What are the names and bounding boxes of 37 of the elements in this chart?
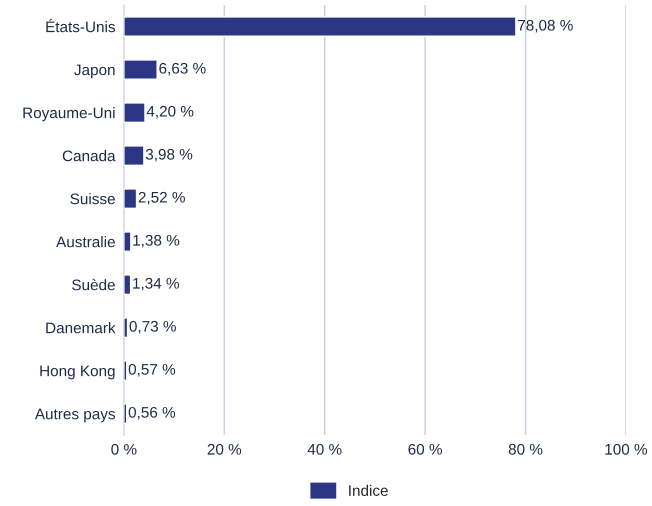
data-label: 78,08 % [518, 20, 573, 32]
x-tick-label: 40 % [308, 444, 342, 455]
data-label: 1,38 % [133, 234, 180, 248]
bar [124, 317, 128, 338]
bar [124, 16, 517, 37]
data-label: 1,34 % [133, 278, 180, 291]
x-tick-label: 20 % [208, 444, 242, 455]
y-tick-label: États-Unis [46, 18, 115, 32]
y-tick-label: Autres pays [34, 408, 115, 422]
y-tick-label: Suisse [70, 193, 115, 204]
bar [124, 145, 145, 166]
bar [124, 360, 128, 382]
x-tick-label: 100 % [605, 444, 648, 455]
y-tick-label: Hong Kong [40, 366, 115, 380]
legend-label: Indice [349, 484, 388, 496]
y-tick-label: Canada [62, 150, 116, 162]
bar [124, 59, 158, 80]
data-label: 2,52 % [138, 192, 185, 205]
data-label: 0,73 % [130, 320, 176, 334]
data-label: 4,20 % [146, 106, 194, 118]
y-tick-label: Danemark [46, 322, 116, 334]
data-label: 0,56 % [128, 406, 176, 420]
bar [124, 188, 138, 209]
bar [124, 102, 146, 123]
x-tick-label: 80 % [508, 444, 542, 455]
bar [124, 403, 128, 424]
y-tick-label: Japon [74, 64, 115, 78]
data-label: 0,57 % [128, 364, 176, 377]
bar [124, 231, 132, 252]
data-label: 3,98 % [146, 148, 192, 162]
x-tick-label: 0 % [111, 444, 136, 455]
y-tick-label: Royaume-Uni [23, 107, 115, 122]
y-tick-label: Suède [72, 278, 115, 290]
data-label: 6,63 % [159, 62, 206, 76]
bar [124, 274, 132, 295]
x-tick-label: 60 % [408, 444, 442, 455]
y-tick-label: Australie [56, 236, 115, 248]
